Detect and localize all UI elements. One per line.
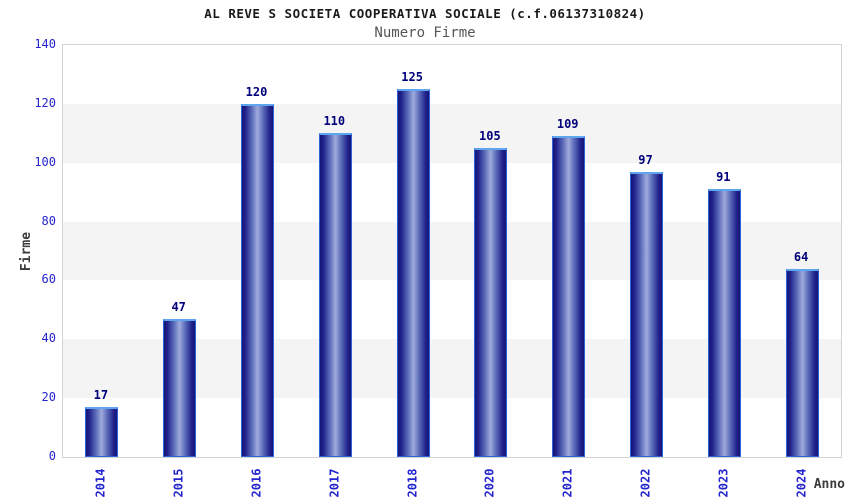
x-tick-label: 2016 [249, 468, 264, 498]
bar-value-label: 47 [171, 299, 186, 314]
bar-2020 [474, 148, 508, 457]
y-tick-label: 120 [34, 95, 56, 110]
y-axis-title: Firme [19, 231, 35, 271]
bar-value-label: 109 [556, 117, 579, 132]
bar-value-label: 17 [93, 387, 109, 402]
x-tick-label: 2022 [638, 468, 653, 498]
x-tick-label: 2017 [327, 468, 342, 498]
bar-value-label: 91 [716, 170, 731, 185]
x-tick-label: 2018 [405, 468, 420, 498]
x-tick-label: 2020 [482, 468, 497, 498]
plot-area [62, 44, 842, 458]
y-tick-label: 100 [34, 154, 56, 169]
bar-value-label: 97 [638, 152, 653, 167]
bar-2015 [163, 318, 197, 457]
y-tick-label: 0 [48, 449, 56, 463]
x-axis-title: Anno [813, 477, 845, 492]
y-tick-label: 60 [41, 272, 56, 287]
bar-2021 [552, 136, 586, 457]
bar-2022 [630, 171, 663, 457]
bar-value-label: 64 [793, 249, 809, 264]
bar-2017 [318, 133, 352, 457]
x-tick-label: 2014 [93, 468, 108, 498]
x-tick-label: 2015 [171, 468, 186, 498]
grid-band [63, 103, 841, 163]
grid-band [63, 45, 841, 104]
bar-2023 [707, 189, 741, 457]
bar-value-label: 120 [245, 84, 268, 99]
chart-subtitle: Numero Firme [374, 25, 476, 41]
x-tick-label: 2021 [560, 468, 575, 498]
y-tick-label: 140 [34, 37, 56, 51]
y-tick-label: 40 [41, 331, 56, 346]
bar-2024 [785, 268, 819, 457]
bar-2014 [85, 406, 119, 457]
bar-2018 [396, 89, 430, 457]
chart-title: AL REVE S SOCIETA COOPERATIVA SOCIALE (c… [204, 6, 646, 21]
bar-value-label: 125 [401, 70, 423, 85]
bar-value-label: 110 [323, 114, 346, 129]
y-tick-label: 80 [41, 213, 56, 228]
x-tick-label: 2023 [716, 468, 731, 498]
bar-2016 [241, 103, 274, 457]
y-tick-label: 20 [41, 390, 56, 405]
bar-value-label: 105 [479, 129, 501, 143]
